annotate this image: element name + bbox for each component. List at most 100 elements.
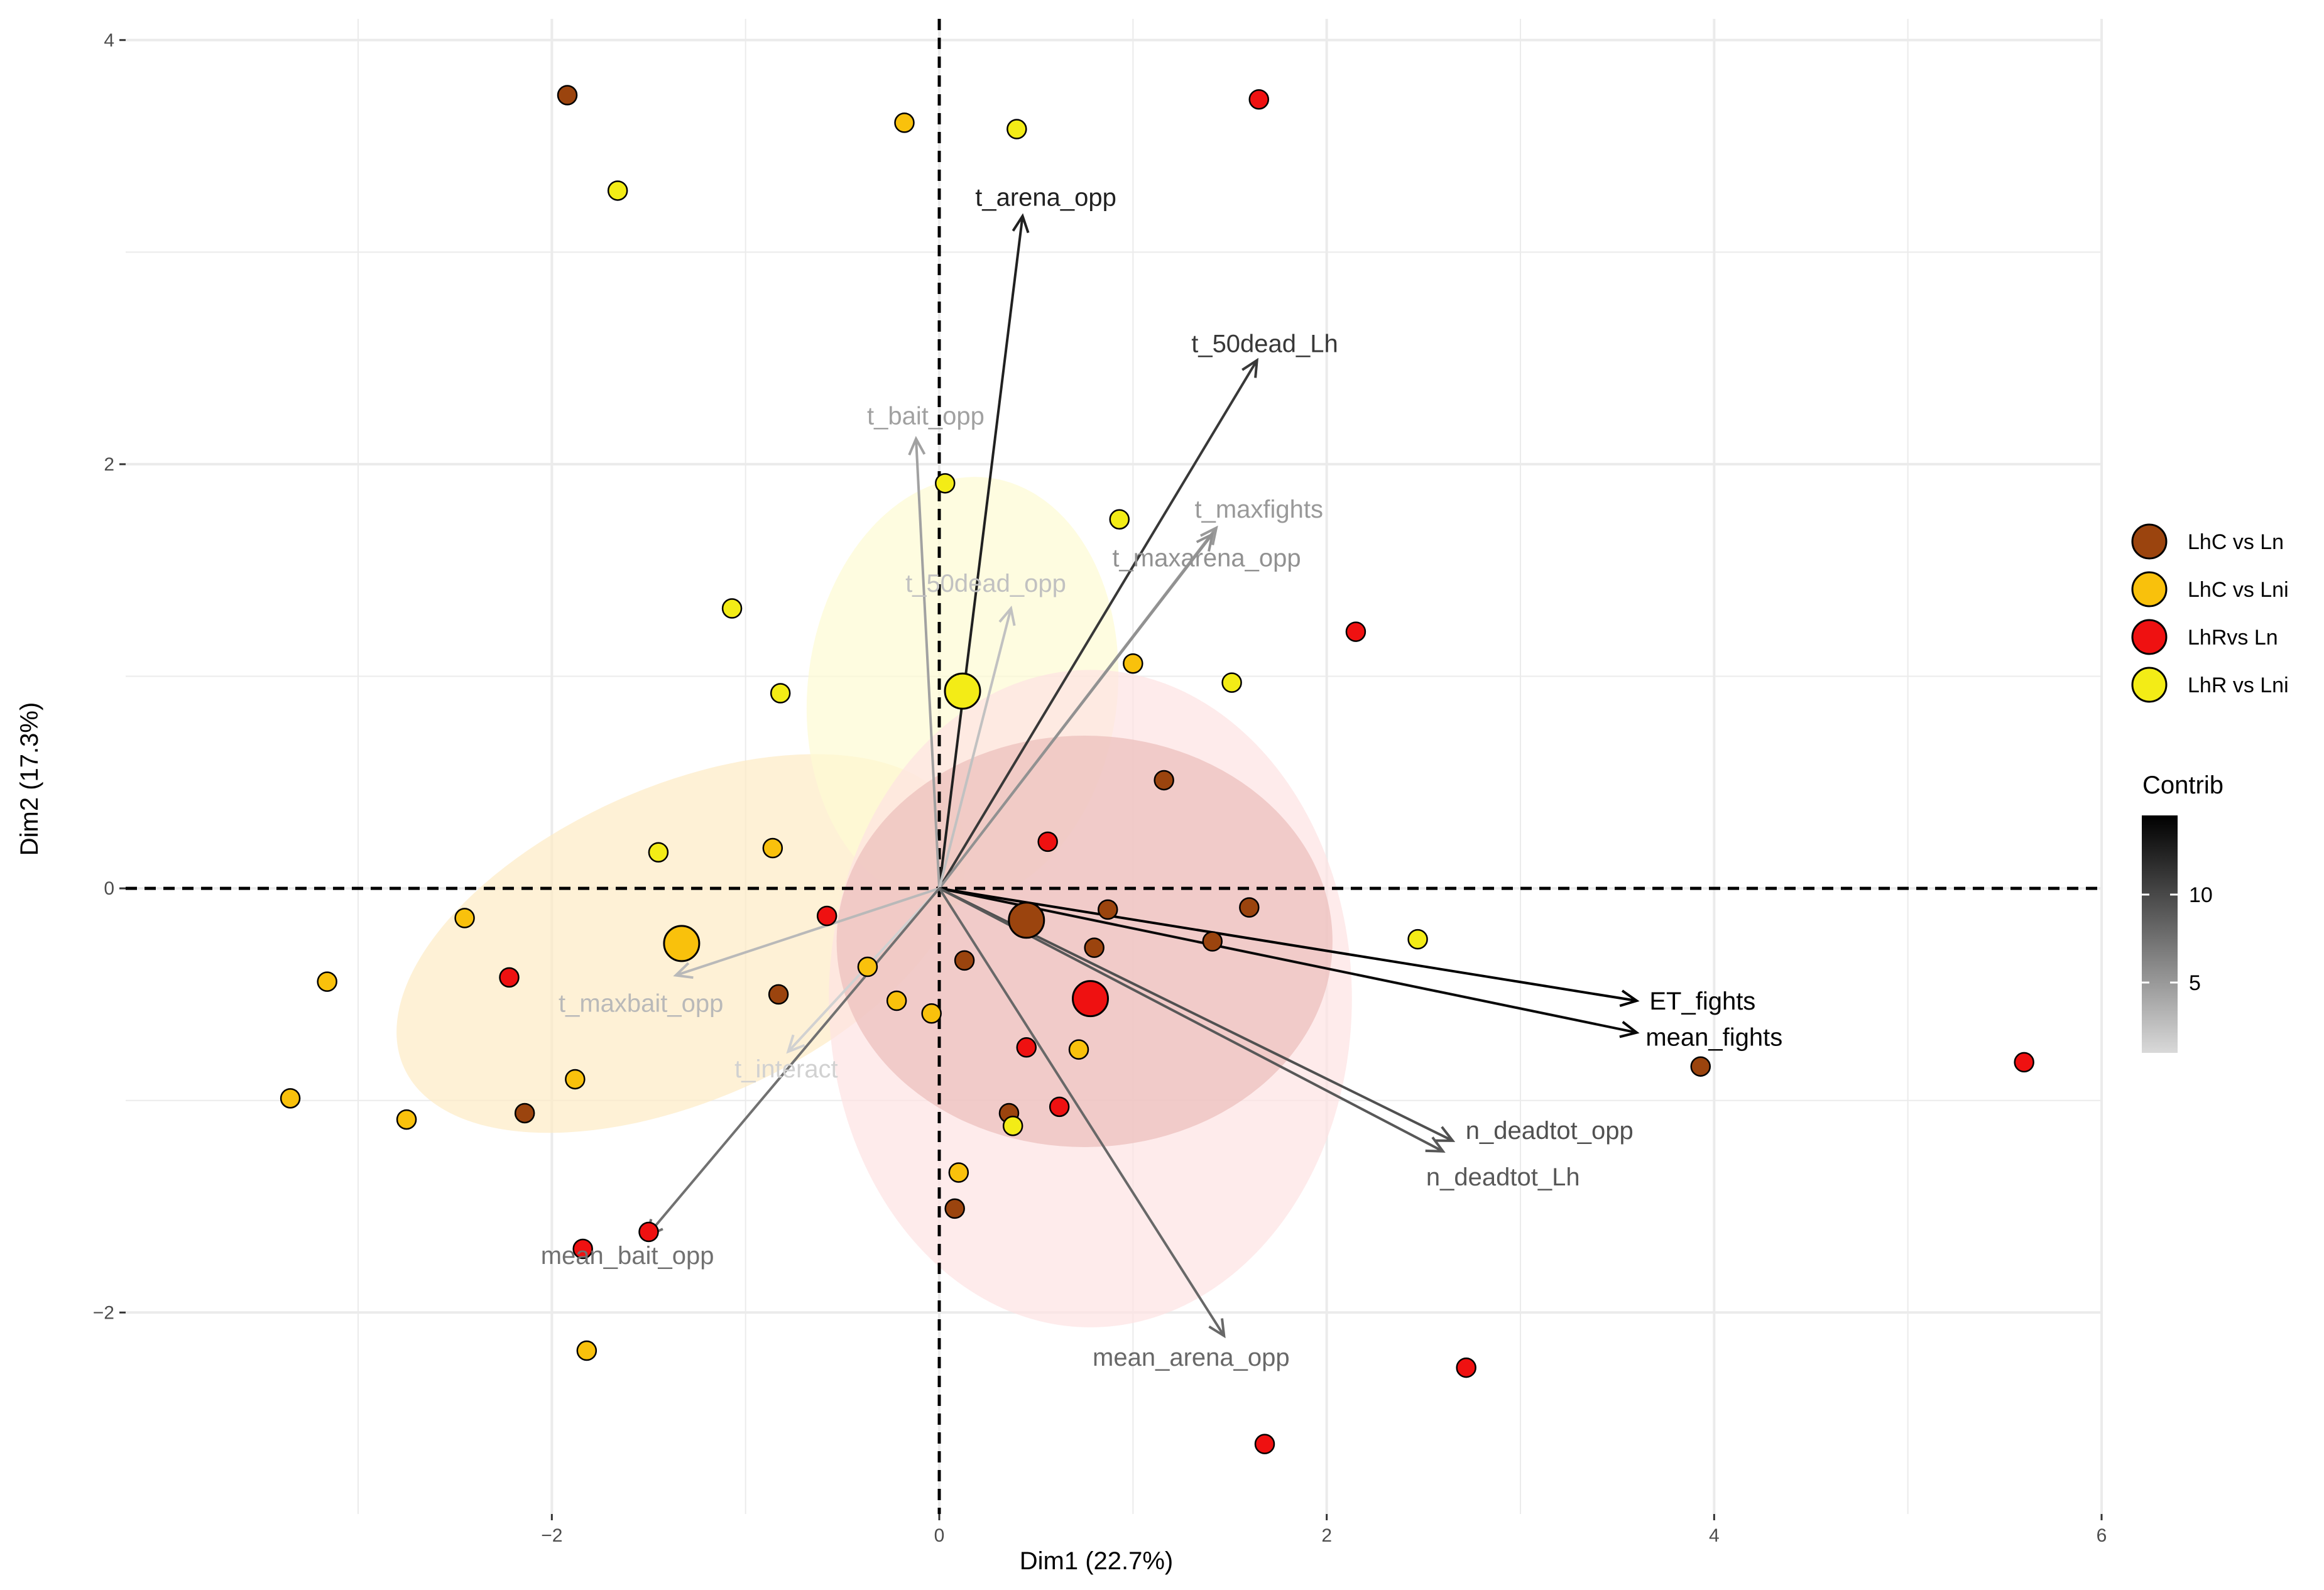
- legend-swatch: [2131, 619, 2168, 655]
- legend-item: LhC vs Ln: [2131, 523, 2284, 560]
- data-point: [770, 683, 791, 704]
- arrow-mean_fights: [939, 887, 1640, 1038]
- label-ET_fights: ET_fights: [1649, 988, 1755, 1015]
- data-point: [2014, 1052, 2034, 1073]
- data-point: [576, 1340, 597, 1361]
- label-t_arena_opp: t_arena_opp: [975, 184, 1116, 212]
- data-point: [894, 112, 915, 133]
- y-tick-label: 2: [104, 454, 114, 475]
- label-mean_fights: mean_fights: [1645, 1023, 1782, 1051]
- data-point: [1109, 509, 1130, 530]
- arrow-t_maxbait_opp: [673, 887, 940, 979]
- legend-swatch: [2131, 571, 2168, 607]
- data-point: [944, 1198, 965, 1219]
- data-point: [1248, 89, 1269, 110]
- data-point: [857, 956, 878, 977]
- data-point: [396, 1109, 417, 1130]
- data-point: [948, 1162, 969, 1183]
- data-point: [1007, 119, 1027, 139]
- data-point: [317, 971, 337, 992]
- legend-item: LhR vs Lni: [2131, 667, 2289, 703]
- x-tick-label: 6: [2097, 1525, 2107, 1546]
- data-point: [1049, 1096, 1070, 1118]
- arrow-t_50dead_Lh: [938, 357, 1259, 890]
- data-point: [886, 990, 907, 1011]
- legend-label: LhC vs Lni: [2188, 578, 2289, 602]
- y-tick-label: 0: [104, 878, 114, 899]
- label-t_maxbait_opp: t_maxbait_opp: [559, 989, 723, 1017]
- arrow-mean_arena_opp: [938, 888, 1226, 1339]
- data-point: [816, 905, 837, 927]
- label-mean_arena_opp: mean_arena_opp: [1093, 1344, 1290, 1371]
- data-point: [762, 837, 783, 859]
- data-point: [1016, 1037, 1037, 1058]
- arrow-t_50dead_opp: [938, 606, 1016, 889]
- variable-arrows: [645, 213, 1640, 1339]
- legend-item: LhRvs Ln: [2131, 619, 2278, 655]
- data-point: [557, 85, 578, 106]
- centroid-point: [1072, 980, 1109, 1018]
- legend-item: LhC vs Lni: [2131, 571, 2289, 607]
- data-point: [572, 1238, 593, 1260]
- data-point: [1254, 1434, 1275, 1454]
- data-point: [638, 1221, 659, 1243]
- data-point: [1345, 621, 1367, 642]
- data-point: [1084, 937, 1105, 958]
- individual-points: [280, 85, 2034, 1454]
- label-t_interact: t_interact: [734, 1055, 838, 1083]
- axis-ticks: −2 0 2 4 6 −2 0 2 4: [93, 30, 2107, 1546]
- data-point: [514, 1103, 535, 1124]
- arrow-ET_fights: [939, 887, 1640, 1007]
- centroid-point: [663, 925, 701, 962]
- data-point: [454, 908, 475, 928]
- data-point: [565, 1069, 586, 1090]
- arrow-t_bait_opp: [908, 435, 941, 889]
- legend-label: LhC vs Ln: [2188, 530, 2284, 554]
- contrib-legend: Contrib 5 10: [2142, 771, 2223, 1053]
- label-t_50dead_Lh: t_50dead_Lh: [1191, 330, 1338, 358]
- data-point: [1221, 672, 1242, 693]
- centroid-point: [944, 672, 981, 710]
- legend-swatch: [2131, 523, 2168, 560]
- label-t_maxfights: t_maxfights: [1194, 496, 1323, 523]
- data-point: [1202, 931, 1223, 952]
- y-tick-label: 4: [104, 30, 114, 51]
- contrib-colorbar: [2142, 815, 2178, 1053]
- arrow-t_arena_opp: [938, 213, 1030, 889]
- data-point: [1123, 653, 1143, 674]
- x-tick-label: 0: [934, 1525, 945, 1546]
- x-tick-label: 2: [1321, 1525, 1332, 1546]
- legend-label: LhRvs Ln: [2188, 626, 2278, 650]
- variable-labels: t_arena_opp t_50dead_Lh t_bait_opp t_maxfig…: [541, 184, 1783, 1372]
- arrow-t_maxarena_opp: [938, 531, 1214, 890]
- data-point: [280, 1088, 301, 1109]
- label-n_deadtot_opp: n_deadtot_opp: [1466, 1117, 1634, 1145]
- data-point: [499, 967, 520, 988]
- data-point: [1456, 1357, 1476, 1378]
- centroid-point: [1008, 901, 1045, 939]
- data-point: [1690, 1056, 1711, 1077]
- x-tick-label: 4: [1709, 1525, 1720, 1546]
- reference-lines: [126, 19, 2102, 1514]
- legend: LhC vs Ln LhC vs Lni LhRvs Ln LhR vs Lni: [2131, 523, 2289, 703]
- y-axis-title: Dim2 (17.3%): [16, 702, 43, 856]
- data-point: [1037, 831, 1058, 852]
- data-point: [1239, 897, 1260, 918]
- data-point: [1154, 770, 1174, 791]
- label-mean_bait_opp: mean_bait_opp: [541, 1242, 714, 1270]
- y-tick-label: −2: [93, 1302, 114, 1323]
- data-point: [954, 950, 975, 971]
- x-axis-title: Dim1 (22.7%): [1020, 1547, 1174, 1575]
- data-point: [648, 842, 669, 863]
- contrib-colorbar-ticks: 5 10: [2142, 883, 2213, 995]
- colorbar-tick-label: 5: [2189, 971, 2201, 995]
- group-centroids: [663, 672, 1109, 1018]
- data-point: [1068, 1039, 1089, 1060]
- data-point: [721, 598, 743, 619]
- contrib-legend-title: Contrib: [2142, 771, 2223, 799]
- data-point: [607, 180, 628, 201]
- data-point: [1407, 928, 1428, 950]
- data-point: [1002, 1115, 1023, 1136]
- data-point: [921, 1003, 942, 1024]
